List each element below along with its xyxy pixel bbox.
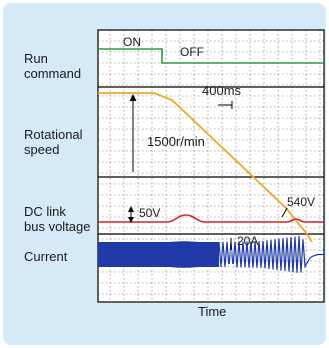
rotational-speed-label-line1: Rotational [24, 127, 83, 142]
row-separators [98, 86, 324, 235]
voltage-rise-text: 50V [139, 206, 161, 220]
on-text: ON [123, 35, 141, 49]
run-command-label-line1: Run [24, 51, 48, 66]
speed-value-text: 1500r/min [147, 134, 205, 149]
current-envelope-bulge [170, 241, 198, 268]
voltage-rise-arrow-down [128, 217, 134, 223]
current-oscillation-wave [218, 235, 319, 273]
time-axis-label: Time [198, 304, 227, 319]
interval-text: 400ms [202, 83, 242, 98]
voltage-level-leader [281, 207, 288, 218]
dc-link-trace [98, 214, 324, 223]
rotational-speed-label-line2: speed [24, 142, 60, 157]
run-command-label: Run command [24, 51, 81, 81]
current-envelope-low [98, 242, 219, 267]
voltage-level-text: 540V [287, 195, 316, 209]
run-command-label-line2: command [24, 66, 82, 81]
dc-link-label-line1: DC link [24, 204, 66, 219]
grid-lines [98, 30, 324, 302]
dc-link-label: DC link bus voltage [24, 204, 91, 234]
current-amplitude-text: 20A [237, 234, 259, 248]
current-oscillation [218, 235, 324, 273]
off-text: OFF [180, 45, 204, 59]
current-label-text: Current [24, 249, 68, 264]
plot-frame [97, 29, 325, 303]
dc-link-label-line2: bus voltage [24, 219, 91, 234]
speed-arrow-head [129, 94, 137, 101]
voltage-rise-arrow-up [128, 206, 134, 212]
current-arrow-head [227, 264, 235, 271]
speed-trace [98, 92, 313, 243]
run-command-trace [98, 48, 324, 64]
rotational-speed-label: Rotational speed [24, 127, 83, 157]
current-label: Current [24, 249, 67, 264]
